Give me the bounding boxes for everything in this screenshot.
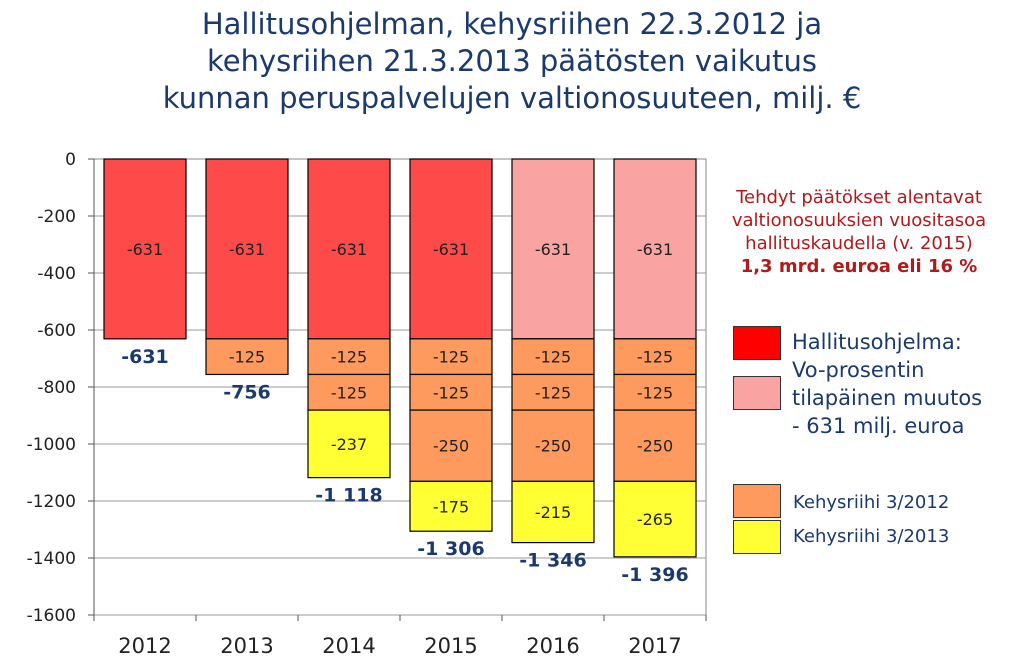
segment-label: -125	[637, 383, 673, 402]
segment-label: -631	[331, 240, 367, 259]
segment-label: -631	[433, 240, 469, 259]
y-tick-label: -400	[37, 264, 76, 284]
legend-swatch-vo-temporary	[733, 376, 781, 410]
bar-segment	[613, 158, 697, 340]
total-label: -1 306	[417, 538, 484, 560]
x-tick-label: 2012	[118, 634, 171, 658]
note-line-3: hallituskaudella (v. 2015)	[745, 233, 973, 254]
title-line-2: kehysriihen 21.3.2013 päätösten vaikutus	[206, 44, 818, 78]
legend-label-kehysriihi-2013: Kehysriihi 3/2013	[793, 526, 950, 547]
segment-label: -125	[433, 348, 469, 367]
bar-segment	[511, 480, 595, 544]
bar-segment	[613, 480, 697, 558]
bar-segment	[511, 409, 595, 482]
legend-swatch-kehysriihi-2012	[733, 484, 781, 518]
title-line-3: kunnan peruspalvelujen valtionosuuteen, …	[162, 81, 862, 115]
total-label: -1 346	[519, 550, 586, 572]
legend-label-vo-3: - 631 milj. euroa	[792, 414, 965, 438]
bar-segment	[103, 158, 187, 340]
y-tick-label: -1600	[27, 606, 76, 626]
x-tick-label: 2016	[526, 634, 579, 658]
legend-label-hallitusohjelma: Hallitusohjelma:	[792, 330, 962, 354]
segment-label: -125	[637, 348, 673, 367]
x-tick-label: 2017	[628, 634, 681, 658]
y-tick-label: -1000	[27, 435, 76, 455]
legend-swatch-hallitusohjelma	[733, 326, 781, 360]
bar-segment	[613, 373, 697, 411]
segment-label: -631	[535, 240, 571, 259]
total-label: -631	[121, 346, 169, 368]
segment-label: -125	[535, 383, 571, 402]
y-tick-label: -200	[37, 207, 76, 227]
bar-segment	[511, 158, 595, 340]
segment-label: -175	[433, 497, 469, 516]
segment-label: -265	[637, 510, 673, 529]
bar-segment	[409, 480, 493, 532]
bar-segment	[409, 373, 493, 411]
note-line-1: Tehdyt päätökset alentavat	[736, 187, 982, 208]
bar-segment	[511, 338, 595, 376]
bar-segment	[409, 409, 493, 482]
segment-label: -215	[535, 503, 571, 522]
segment-label: -631	[637, 240, 673, 259]
y-tick-label: -600	[37, 321, 76, 341]
segment-label: -125	[331, 348, 367, 367]
legend-label-vo-1: Vo-prosentin	[792, 358, 925, 382]
segment-label: -125	[433, 383, 469, 402]
note-box: Tehdyt päätökset alentavat valtionosuuks…	[700, 186, 1018, 278]
y-tick-label: -1200	[27, 492, 76, 512]
note-line-2: valtionosuuksien vuositasoa	[731, 210, 987, 231]
total-label: -756	[223, 381, 271, 403]
title-line-1: Hallitusohjelman, kehysriihen 22.3.2012 …	[201, 7, 823, 41]
legend-label-kehysriihi-2012: Kehysriihi 3/2012	[793, 492, 950, 513]
bar-segment	[409, 158, 493, 340]
segment-label: -250	[637, 437, 673, 456]
bar-segment	[409, 338, 493, 376]
bar-segment	[205, 158, 289, 340]
note-bold-line: 1,3 mrd. euroa eli 16 %	[740, 256, 978, 277]
total-label: -1 396	[621, 564, 688, 586]
bar-segment	[307, 409, 391, 479]
x-tick-label: 2015	[424, 634, 477, 658]
y-tick-label: 0	[65, 150, 76, 170]
bar-segment	[511, 373, 595, 411]
bar-segment	[307, 338, 391, 376]
legend-label-vo-2: tilapäinen muutos	[792, 386, 983, 410]
segment-label: -250	[535, 437, 571, 456]
segment-label: -250	[433, 437, 469, 456]
total-label: -1 118	[315, 485, 382, 507]
x-tick-label: 2013	[220, 634, 273, 658]
segment-label: -631	[127, 240, 163, 259]
segment-label: -125	[331, 383, 367, 402]
legend-swatch-kehysriihi-2013	[733, 520, 781, 554]
y-tick-label: -800	[37, 378, 76, 398]
x-tick-label: 2014	[322, 634, 375, 658]
chart-title: Hallitusohjelman, kehysriihen 22.3.2012 …	[0, 6, 1024, 117]
segment-label: -237	[331, 435, 367, 454]
segment-label: -125	[229, 348, 265, 367]
segment-label: -631	[229, 240, 265, 259]
y-tick-label: -1400	[27, 549, 76, 569]
bar-segment	[205, 338, 289, 376]
segment-label: -125	[535, 348, 571, 367]
